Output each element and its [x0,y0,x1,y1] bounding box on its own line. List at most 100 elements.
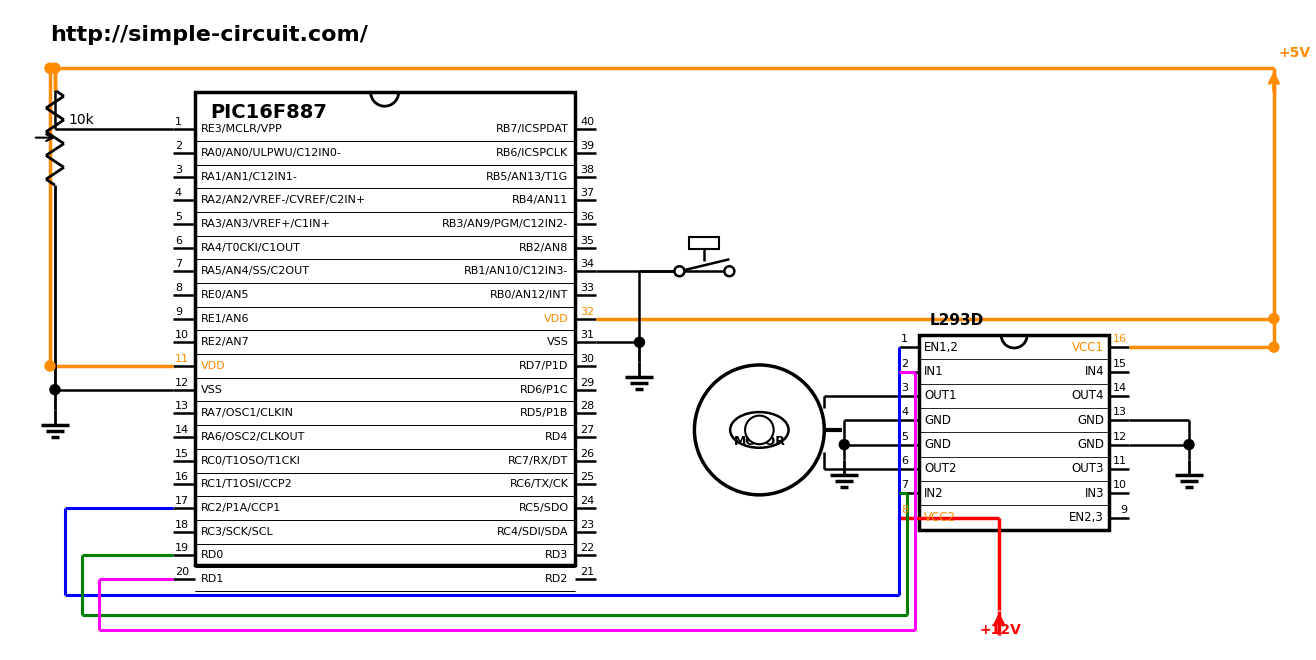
Text: 2: 2 [901,358,908,368]
Text: L293D: L293D [929,312,983,327]
Text: RD6/P1C: RD6/P1C [520,385,569,395]
Text: RB6/ICSPCLK: RB6/ICSPCLK [496,148,569,158]
Circle shape [50,63,61,73]
Circle shape [45,63,55,73]
Text: GND: GND [924,414,951,427]
Bar [919,335,1109,530]
Text: GND: GND [924,438,951,451]
Text: RC4/SDI/SDA: RC4/SDI/SDA [497,527,569,537]
Text: RE3/MCLR/VPP: RE3/MCLR/VPP [201,124,283,134]
Circle shape [1269,342,1279,352]
Text: 13: 13 [175,401,190,411]
Text: RB1/AN10/C12IN3-: RB1/AN10/C12IN3- [465,266,569,277]
Text: RD7/P1D: RD7/P1D [519,361,569,371]
Circle shape [745,416,774,444]
Text: 2: 2 [175,141,182,151]
Text: 1: 1 [175,117,182,127]
Text: RD0: RD0 [201,550,224,560]
Text: GND: GND [1076,438,1104,451]
Text: RB2/AN8: RB2/AN8 [519,243,569,253]
Text: EN2,3: EN2,3 [1070,511,1104,524]
Text: RE2/AN7: RE2/AN7 [201,337,250,347]
Text: MOTOR: MOTOR [733,436,786,448]
Bar [690,238,720,249]
Text: +5V: +5V [1279,46,1311,60]
Text: OUT2: OUT2 [924,463,957,475]
Text: GND: GND [1076,414,1104,427]
Text: 30: 30 [580,354,595,364]
Text: 11: 11 [175,354,190,364]
Text: RD1: RD1 [201,574,224,584]
Text: IN4: IN4 [1084,365,1104,378]
Text: 15: 15 [175,449,190,459]
Text: 29: 29 [580,378,595,387]
Text: 9: 9 [1120,505,1126,515]
Text: RC2/P1A/CCP1: RC2/P1A/CCP1 [201,503,282,513]
Text: 20: 20 [175,567,190,577]
Text: RD4: RD4 [545,432,569,442]
Circle shape [674,266,684,277]
Text: 3: 3 [901,383,908,393]
Circle shape [1269,314,1279,323]
Text: 21: 21 [580,567,595,577]
Text: 23: 23 [580,519,595,530]
Text: RD3: RD3 [545,550,569,560]
Text: 7: 7 [175,259,182,269]
Text: RB5/AN13/T1G: RB5/AN13/T1G [487,172,569,182]
Circle shape [724,266,734,277]
Circle shape [45,361,55,371]
Text: 15: 15 [1113,358,1126,368]
Text: RC7/RX/DT: RC7/RX/DT [508,455,569,466]
Text: 25: 25 [580,473,595,482]
Circle shape [1184,440,1194,449]
Text: RE1/AN6: RE1/AN6 [201,314,249,323]
Text: 10k: 10k [68,113,93,127]
Text: 4: 4 [901,407,908,417]
Text: RA7/OSC1/CLKIN: RA7/OSC1/CLKIN [201,409,293,418]
Text: VSS: VSS [546,337,569,347]
Text: RB4/AN11: RB4/AN11 [512,195,569,205]
Text: RA4/T0CKI/C1OUT: RA4/T0CKI/C1OUT [201,243,300,253]
Ellipse shape [730,412,788,447]
Text: 37: 37 [580,188,595,198]
Text: OUT4: OUT4 [1071,389,1104,403]
Text: +12V: +12V [979,623,1021,637]
Text: 31: 31 [580,330,595,341]
Text: 33: 33 [580,283,595,293]
Text: OUT3: OUT3 [1071,463,1104,475]
Text: 3: 3 [175,164,182,174]
Text: 26: 26 [580,449,595,459]
Text: RD5/P1B: RD5/P1B [520,409,569,418]
Text: RB7/ICSPDAT: RB7/ICSPDAT [496,124,569,134]
Text: RA0/AN0/ULPWU/C12IN0-: RA0/AN0/ULPWU/C12IN0- [201,148,342,158]
Text: RC6/TX/CK: RC6/TX/CK [509,479,569,489]
Text: IN3: IN3 [1084,487,1104,500]
Text: RA3/AN3/VREF+/C1IN+: RA3/AN3/VREF+/C1IN+ [201,219,330,229]
Text: RA5/AN4/SS/C2OUT: RA5/AN4/SS/C2OUT [201,266,309,277]
Text: 4: 4 [175,188,182,198]
Text: 10: 10 [175,330,190,341]
Text: PIC16F887: PIC16F887 [209,103,326,121]
Text: IN2: IN2 [924,487,944,500]
Text: 17: 17 [175,496,190,506]
Text: 18: 18 [175,519,190,530]
Circle shape [634,337,645,347]
Circle shape [840,440,849,449]
Text: http://simple-circuit.com/: http://simple-circuit.com/ [50,25,368,46]
Text: 19: 19 [175,543,190,554]
Text: 10: 10 [1113,480,1126,490]
Text: 38: 38 [580,164,595,174]
Text: RC1/T1OSI/CCP2: RC1/T1OSI/CCP2 [201,479,292,489]
Text: RA2/AN2/VREF-/CVREF/C2IN+: RA2/AN2/VREF-/CVREF/C2IN+ [201,195,366,205]
Text: RD2: RD2 [545,574,569,584]
Text: 22: 22 [580,543,595,554]
Text: 16: 16 [175,473,190,482]
Text: 27: 27 [580,425,595,435]
Text: RC3/SCK/SCL: RC3/SCK/SCL [201,527,274,537]
Text: RA1/AN1/C12IN1-: RA1/AN1/C12IN1- [201,172,297,182]
Text: 36: 36 [580,212,595,222]
Text: 6: 6 [175,236,182,246]
Text: OUT1: OUT1 [924,389,957,403]
Text: 7: 7 [901,480,908,490]
Text: RC0/T1OSO/T1CKI: RC0/T1OSO/T1CKI [201,455,300,466]
